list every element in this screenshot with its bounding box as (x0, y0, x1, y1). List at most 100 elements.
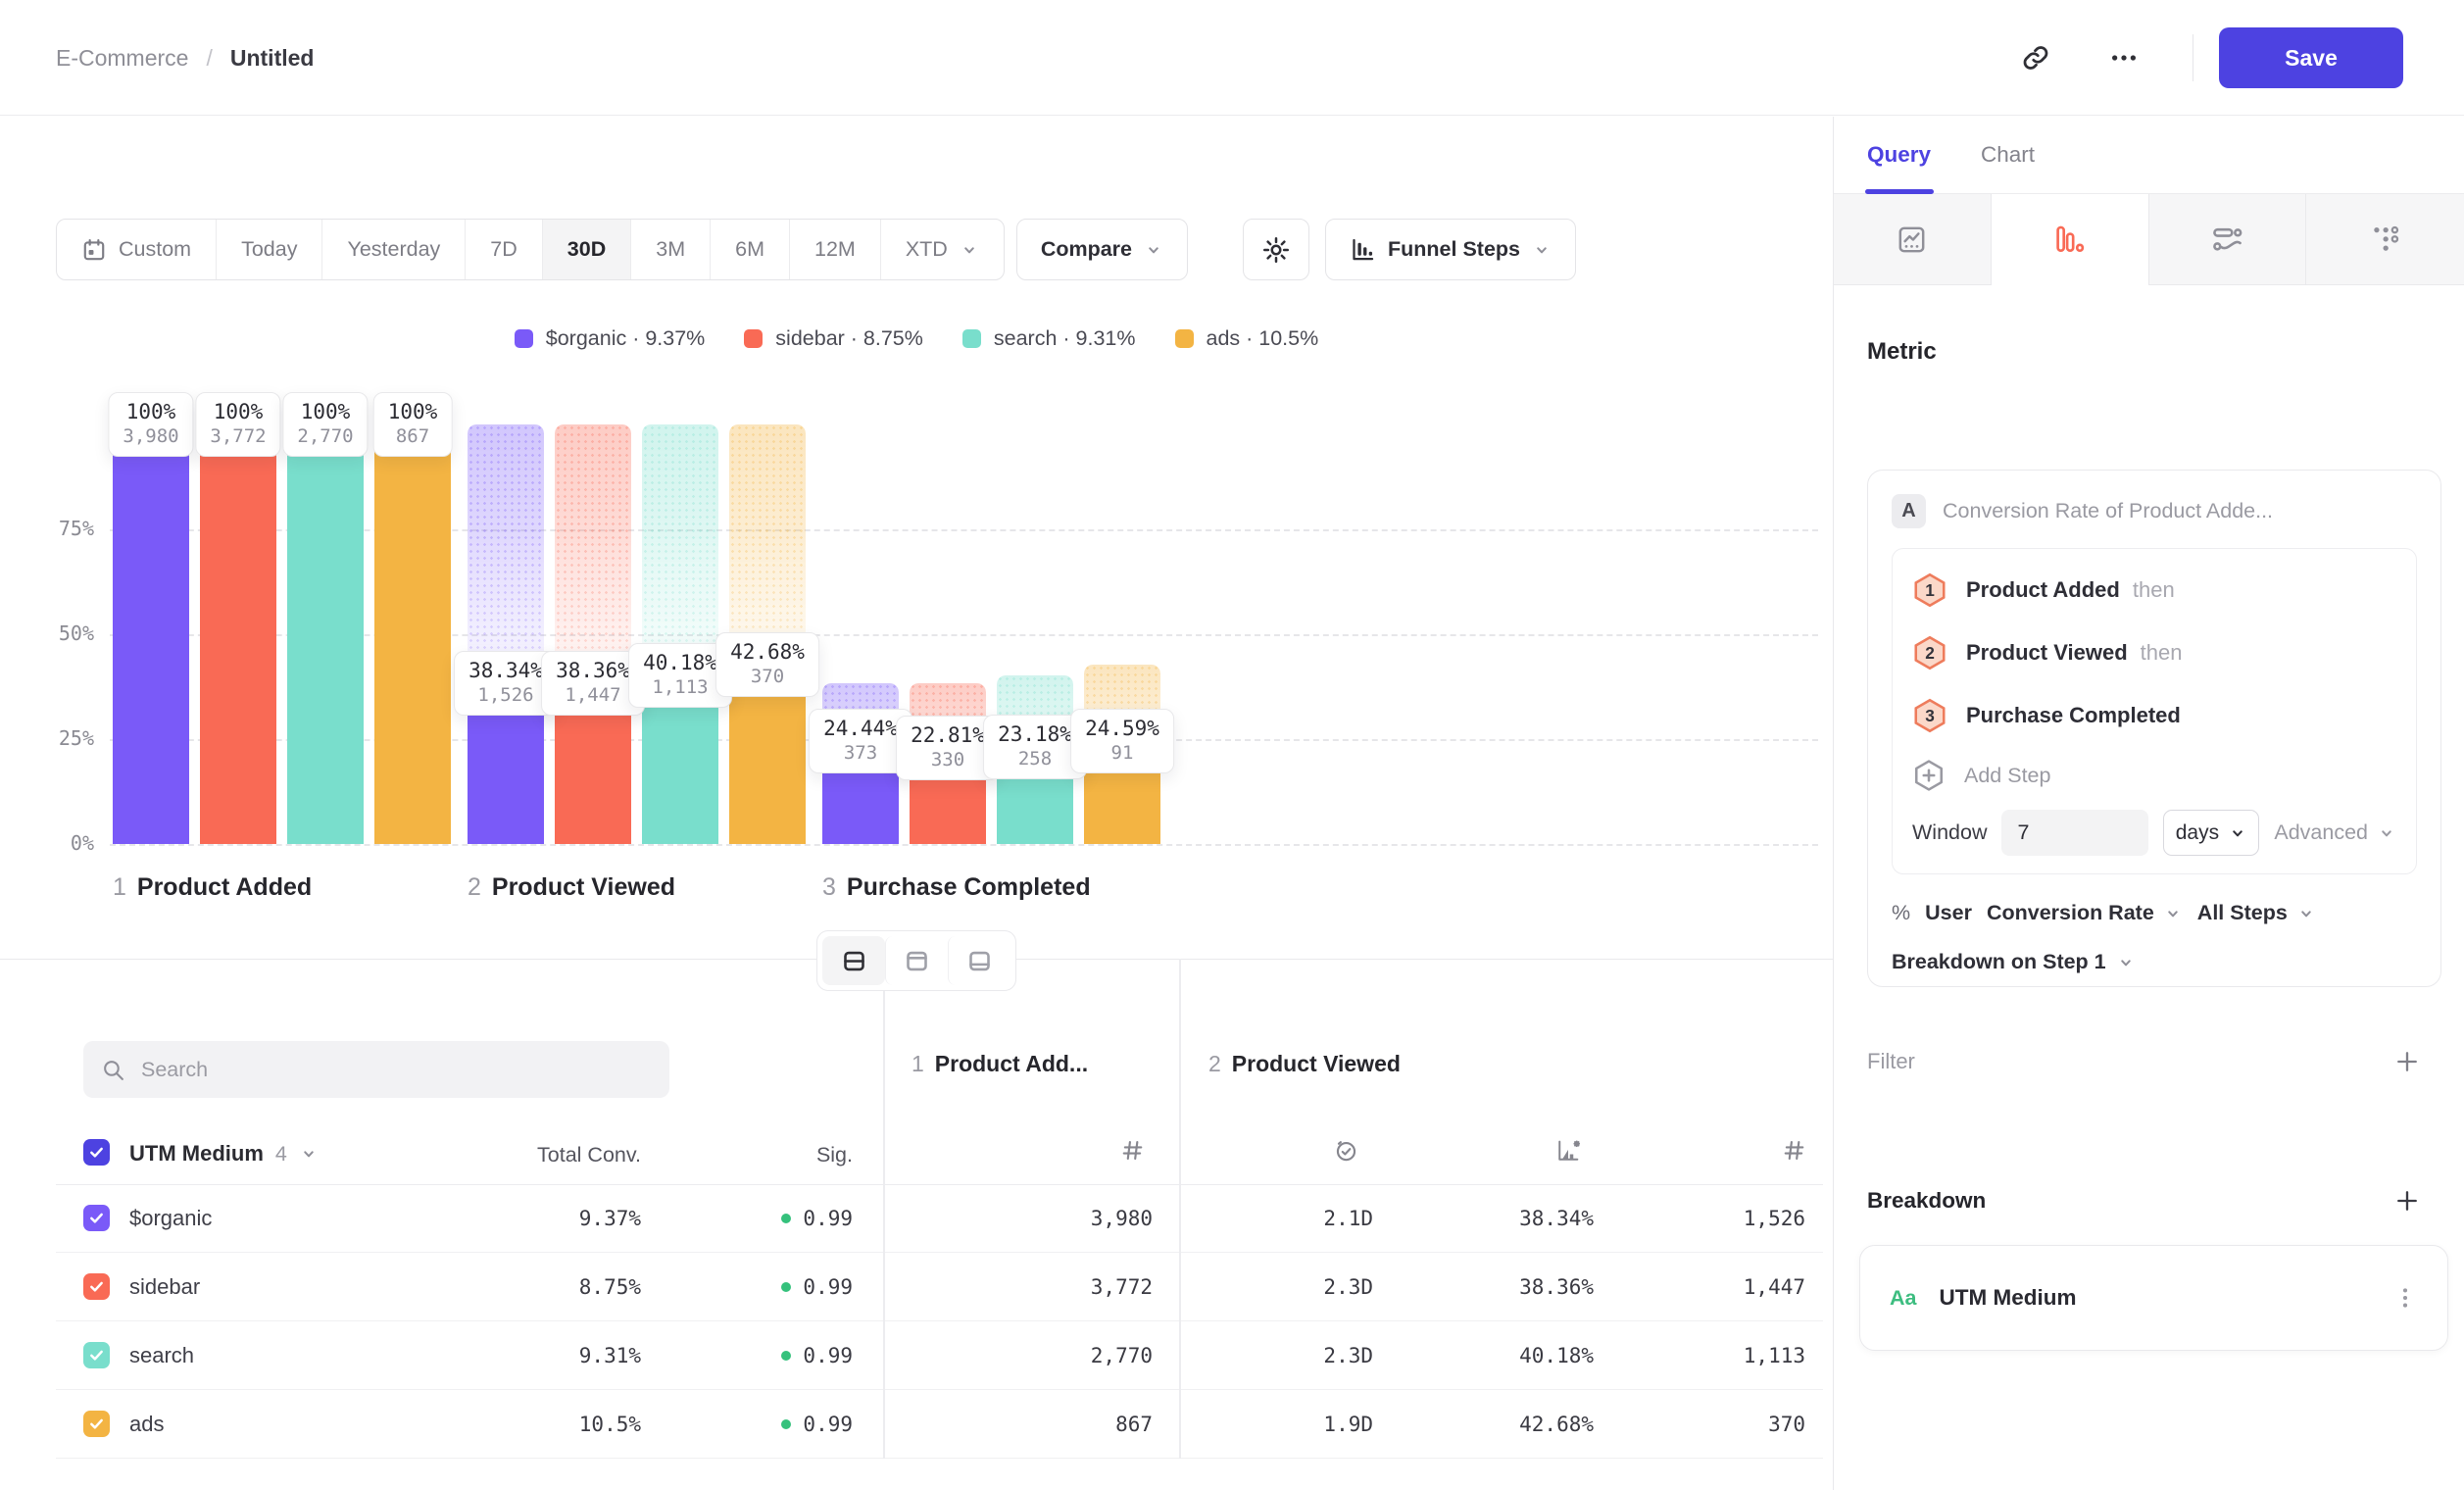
tab-query[interactable]: Query (1867, 142, 1932, 167)
layout-option-split-horizontal[interactable] (822, 936, 885, 985)
steps-scope-select[interactable]: All Steps (2197, 901, 2316, 925)
legend-label: ads · 10.5% (1206, 326, 1319, 350)
chart-type-retention[interactable] (2306, 194, 2464, 285)
bar[interactable]: 100% 3,772 (195, 392, 281, 844)
bar[interactable]: 100% 867 (372, 392, 453, 844)
row-checkbox[interactable] (83, 1273, 110, 1300)
add-step-button[interactable]: Add Step (1912, 747, 2396, 804)
table-step1-header[interactable]: 1 Product Add... (912, 1051, 1088, 1077)
date-range-7d[interactable]: 7D (465, 220, 541, 279)
string-type-icon: Aa (1890, 1285, 1917, 1310)
layout-option-panel-top[interactable] (885, 936, 948, 985)
step2-time-cell: 2.3D (1323, 1344, 1373, 1367)
window-unit-select[interactable]: days (2163, 810, 2260, 856)
table-row[interactable]: $organic 9.37% 0.99 3,980 2.1D 38.34% 1,526 (0, 1184, 1833, 1253)
breadcrumb-report-title[interactable]: Untitled (229, 44, 315, 71)
table-step2-header[interactable]: 2 Product Viewed (1208, 1051, 1401, 1077)
bar[interactable]: 24.59% 91 (1070, 424, 1174, 844)
date-range-control: Custom Today Yesterday 7D 30D 3M 6M 12M XTD (56, 219, 1005, 280)
bar[interactable]: 100% 3,980 (108, 392, 194, 844)
count-metric-icon[interactable] (1119, 1137, 1146, 1164)
breadcrumb-project[interactable]: E-Commerce (56, 44, 189, 71)
time-to-convert-icon[interactable] (1333, 1137, 1359, 1164)
row-checkbox[interactable] (83, 1205, 110, 1231)
metric-title-row[interactable]: A Conversion Rate of Product Adde... (1892, 494, 2417, 528)
bar[interactable]: 100% 2,770 (282, 392, 369, 844)
bar-pct: 40.18% (643, 651, 717, 675)
tab-chart[interactable]: Chart (1981, 142, 2036, 167)
check-icon (87, 1277, 106, 1296)
chevron-down-icon (2296, 904, 2316, 923)
entity-label[interactable]: User (1925, 901, 1972, 924)
total-conv-header[interactable]: Total Conv. (537, 1143, 641, 1167)
metric-step-row[interactable]: 3 Purchase Completed (1912, 684, 2396, 747)
bar-fill (287, 424, 364, 844)
step-name: Purchase Completed (846, 873, 1091, 901)
chart-settings-button[interactable] (1243, 219, 1310, 280)
date-range-today[interactable]: Today (216, 220, 321, 279)
conversion-rate-icon[interactable] (1554, 1137, 1582, 1165)
add-breakdown-icon[interactable] (2393, 1187, 2421, 1215)
bar-group: 24.44% 373 22.81% 330 23.18% 258 24.59% 91 (809, 424, 1174, 844)
bar[interactable]: 23.18% 258 (983, 424, 1087, 844)
date-range-yesterday[interactable]: Yesterday (321, 220, 465, 279)
bar-fill (113, 424, 189, 844)
copy-link-button[interactable] (2008, 30, 2063, 85)
breakdown-item-card[interactable]: Aa UTM Medium (1859, 1245, 2448, 1351)
compare-button[interactable]: Compare (1015, 219, 1189, 280)
bar-value-label: 23.18% 258 (983, 714, 1087, 779)
bar[interactable]: 22.81% 330 (896, 424, 1000, 844)
row-checkbox[interactable] (83, 1411, 110, 1437)
legend-item[interactable]: ads · 10.5% (1174, 326, 1319, 351)
save-button[interactable]: Save (2219, 27, 2403, 88)
date-range-label: Today (241, 237, 298, 261)
bar[interactable]: 38.34% 1,526 (454, 424, 558, 844)
group-by-label[interactable]: UTM Medium 4 (129, 1141, 319, 1167)
bar[interactable]: 42.68% 370 (715, 424, 819, 844)
count-metric-icon[interactable] (1781, 1137, 1807, 1164)
legend-item[interactable]: search · 9.31% (961, 326, 1136, 351)
bar-pct: 22.81% (911, 723, 985, 748)
date-range-3m[interactable]: 3M (630, 220, 710, 279)
gridline (110, 634, 1818, 636)
table-row[interactable]: search 9.31% 0.99 2,770 2.3D 40.18% 1,113 (0, 1321, 1833, 1390)
table-row[interactable]: sidebar 8.75% 0.99 3,772 2.3D 38.36% 1,447 (0, 1253, 1833, 1321)
kebab-menu-icon[interactable] (2392, 1285, 2418, 1311)
chart-type-funnel[interactable] (1991, 194, 2149, 285)
breakdown-on-label: Breakdown on Step 1 (1892, 950, 2106, 973)
row-separator (56, 1320, 1823, 1321)
significance-dot (781, 1214, 792, 1223)
chart-type-flows[interactable] (2148, 194, 2307, 285)
date-range-12m[interactable]: 12M (788, 220, 880, 279)
bar[interactable]: 24.44% 373 (809, 424, 912, 844)
chart-type-insights[interactable] (1834, 194, 1992, 285)
bar[interactable]: 40.18% 1,113 (628, 424, 732, 844)
sig-header[interactable]: Sig. (815, 1143, 853, 1167)
layout-option-panel-bottom[interactable] (948, 936, 1010, 985)
bar[interactable]: 38.36% 1,447 (541, 424, 645, 844)
date-range-6m[interactable]: 6M (710, 220, 789, 279)
advanced-toggle[interactable]: Advanced (2274, 820, 2396, 845)
row-label: $organic (129, 1206, 213, 1230)
metric-step-row[interactable]: 2 Product Viewed then (1912, 621, 2396, 684)
measurement-selector-button[interactable]: Funnel Steps (1325, 219, 1576, 280)
date-range-30d[interactable]: 30D (541, 220, 631, 279)
metric-type-select[interactable]: Conversion Rate (1987, 901, 2183, 925)
add-filter-icon[interactable] (2393, 1048, 2421, 1075)
table-row[interactable]: ads 10.5% 0.99 867 1.9D 42.68% 370 (0, 1390, 1833, 1459)
breakdown-on-select[interactable]: Breakdown on Step 1 (1892, 950, 2417, 974)
metric-step-row[interactable]: 1 Product Added then (1912, 559, 2396, 621)
window-value-input[interactable] (2001, 810, 2149, 856)
more-menu-button[interactable] (2096, 30, 2151, 85)
row-checkbox[interactable] (83, 1342, 110, 1368)
breakdown-heading: Breakdown (1867, 1188, 1987, 1213)
date-range-custom[interactable]: Custom (57, 220, 216, 279)
bar-value-label: 100% 3,980 (108, 392, 194, 457)
legend-item[interactable]: $organic · 9.37% (514, 326, 705, 351)
table-search[interactable] (83, 1041, 669, 1098)
select-all-checkbox[interactable] (83, 1139, 110, 1166)
search-input[interactable] (141, 1057, 652, 1082)
legend-item[interactable]: sidebar · 8.75% (744, 326, 923, 351)
date-range-xtd[interactable]: XTD (879, 220, 1004, 279)
